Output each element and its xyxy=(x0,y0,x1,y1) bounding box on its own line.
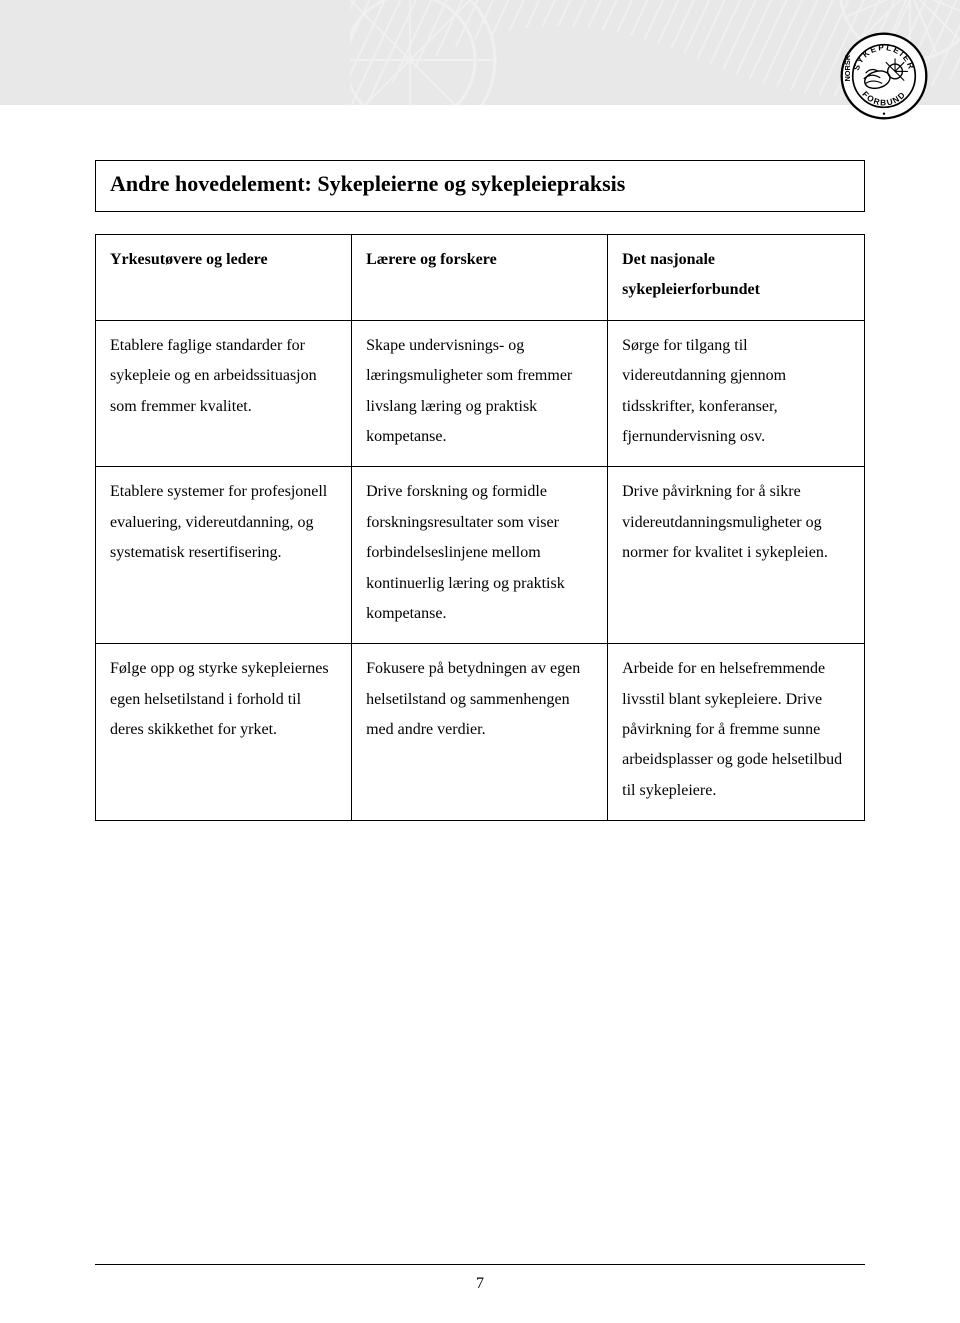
cell: Arbeide for en helsefremmende livsstil b… xyxy=(608,644,865,821)
header-band xyxy=(0,0,960,105)
table-row: Etablere systemer for profesjonell evalu… xyxy=(96,467,865,644)
page-footer: 7 xyxy=(0,1264,960,1293)
table-row: Følge opp og styrke sykepleiernes egen h… xyxy=(96,644,865,821)
main-table: Yrkesutøvere og ledere Lærere og forsker… xyxy=(95,234,865,821)
title-box: Andre hovedelement: Sykepleierne og syke… xyxy=(95,160,865,212)
cell: Drive påvirkning for å sikre videreutdan… xyxy=(608,467,865,644)
header-col2: Lærere og forskere xyxy=(352,235,608,321)
cell: Etablere faglige standarder for sykeplei… xyxy=(96,320,352,467)
page-number: 7 xyxy=(0,1275,960,1293)
table-header-row: Yrkesutøvere og ledere Lærere og forsker… xyxy=(96,235,865,321)
table-row: Etablere faglige standarder for sykeplei… xyxy=(96,320,865,467)
footer-divider xyxy=(95,1264,865,1265)
table-title: Andre hovedelement: Sykepleierne og syke… xyxy=(110,171,850,197)
cell: Skape undervisnings- og læringsmulighete… xyxy=(352,320,608,467)
page-content: Andre hovedelement: Sykepleierne og syke… xyxy=(0,105,960,821)
cell: Etablere systemer for profesjonell evalu… xyxy=(96,467,352,644)
cell: Følge opp og styrke sykepleiernes egen h… xyxy=(96,644,352,821)
cell: Drive forskning og formidle forskningsre… xyxy=(352,467,608,644)
header-col1: Yrkesutøvere og ledere xyxy=(96,235,352,321)
svg-text:NORSK: NORSK xyxy=(843,54,852,81)
cell: Fokusere på betydningen av egen helsetil… xyxy=(352,644,608,821)
header-col3: Det nasjonale sykepleierforbundet xyxy=(608,235,865,321)
nsf-logo: SYKEPLEIER FORBUND NORSK xyxy=(838,30,930,122)
cell: Sørge for tilgang til videreutdanning gj… xyxy=(608,320,865,467)
